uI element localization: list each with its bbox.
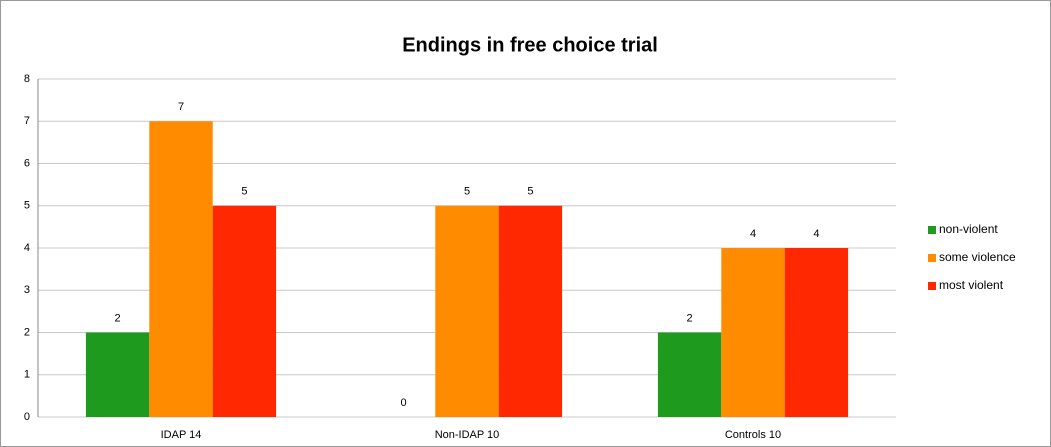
data-label: 2 xyxy=(115,312,121,324)
bar xyxy=(784,248,849,417)
chart-title: Endings in free choice trial xyxy=(402,34,658,56)
bar xyxy=(498,205,563,417)
bar xyxy=(149,121,213,417)
legend-swatch xyxy=(928,282,936,290)
y-tick-label: 3 xyxy=(24,284,30,296)
data-label: 4 xyxy=(813,228,819,240)
legend-swatch xyxy=(928,226,936,234)
y-tick-label: 7 xyxy=(24,115,30,127)
y-tick-label: 0 xyxy=(24,411,30,423)
data-label: 5 xyxy=(464,186,470,198)
data-label: 7 xyxy=(178,101,184,113)
data-label: 2 xyxy=(687,312,693,324)
data-label: 4 xyxy=(750,228,756,240)
bar xyxy=(721,248,785,417)
bar xyxy=(435,205,499,417)
data-label: 0 xyxy=(401,397,407,409)
y-tick-label: 8 xyxy=(24,73,30,85)
y-tick-label: 1 xyxy=(24,369,30,381)
y-tick-label: 4 xyxy=(24,242,30,254)
legend-swatch xyxy=(928,254,936,262)
legend-label: non-violent xyxy=(939,222,998,236)
x-tick-label: Non-IDAP 10 xyxy=(435,429,500,441)
bar xyxy=(85,332,150,417)
x-tick-label: Controls 10 xyxy=(725,429,781,441)
y-tick-label: 2 xyxy=(24,326,30,338)
y-tick-label: 6 xyxy=(24,157,30,169)
y-tick-label: 5 xyxy=(24,200,30,212)
bar xyxy=(212,205,277,417)
data-label: 5 xyxy=(241,186,247,198)
legend-label: most violent xyxy=(939,278,1004,292)
bar xyxy=(657,332,722,417)
legend-label: some violence xyxy=(939,250,1016,264)
data-label: 5 xyxy=(527,186,533,198)
x-tick-label: IDAP 14 xyxy=(161,429,202,441)
